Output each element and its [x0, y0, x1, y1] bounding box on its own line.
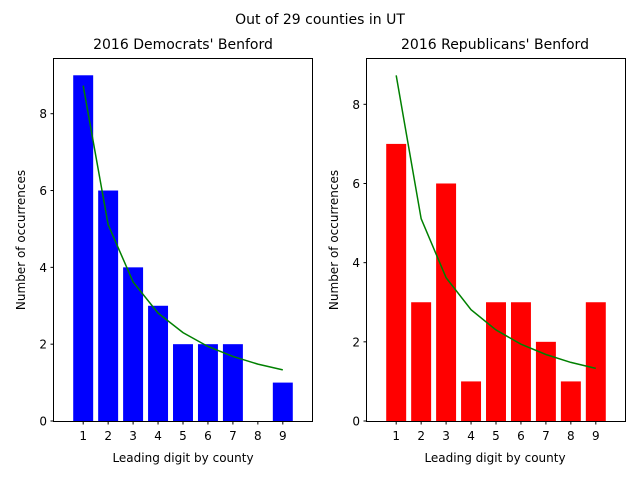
democrats-x-tick-label: 8: [254, 429, 262, 443]
democrats-y-tick-label: 0: [39, 415, 47, 429]
republicans-y-axis-label: Number of occurrences: [327, 170, 341, 310]
democrats-bars: [73, 75, 293, 422]
democrats-bar-5: [173, 344, 193, 421]
democrats-x-tick-label: 2: [104, 429, 112, 443]
republicans-bar-5: [486, 302, 506, 421]
democrats-bar-9: [272, 382, 293, 421]
democrats-bar-6: [197, 344, 218, 421]
republicans-x-tick-label: 6: [517, 429, 525, 443]
republicans-y-tick-label: 8: [352, 98, 360, 112]
democrats-bar-3: [123, 267, 144, 421]
democrats-x-tick-label: 4: [154, 429, 162, 443]
republicans-y-tick-label: 6: [352, 177, 360, 191]
republicans-x-tick-label: 7: [542, 429, 550, 443]
democrats-y-tick-label: 8: [39, 107, 47, 121]
republicans-y-tick-label: 0: [352, 415, 360, 429]
republicans-bar-4: [461, 381, 482, 421]
democrats-x-tick-label: 1: [79, 429, 87, 443]
republicans-axes-frame: [366, 58, 626, 422]
democrats-bar-2: [98, 190, 119, 421]
democrats-x-tick-label: 6: [204, 429, 212, 443]
democrats-y-tick-label: 6: [39, 184, 47, 198]
republicans-bar-8: [560, 381, 581, 421]
democrats-x-tick-label: 7: [229, 429, 237, 443]
republicans-bar-9: [585, 302, 606, 421]
democrats-bar-1: [73, 75, 94, 422]
democrats-x-axis-label: Leading digit by county: [112, 451, 253, 465]
republicans-x-tick-label: 3: [442, 429, 450, 443]
democrats-bar-4: [148, 305, 169, 421]
democrats-y-tick-label: 2: [39, 338, 47, 352]
republicans-bar-3: [436, 183, 457, 421]
republicans-x-tick-label: 2: [417, 429, 425, 443]
republicans-y-ticks: 0 2 4 6 8: [352, 98, 367, 429]
democrats-y-axis-label: Number of occurrences: [14, 170, 28, 310]
democrats-y-ticks: 0 2 4 6 8: [39, 107, 54, 429]
democrats-benford-expected-line: [82, 85, 283, 371]
republicans-bars: [386, 143, 606, 421]
republicans-x-tick-label: 9: [592, 429, 600, 443]
democrats-x-tick-label: 9: [279, 429, 287, 443]
democrats-x-tick-label: 5: [179, 429, 187, 443]
republicans-x-tick-label: 5: [492, 429, 500, 443]
republicans-bar-6: [510, 302, 531, 421]
republicans-bar-2: [411, 302, 432, 421]
republicans-x-tick-label: 8: [567, 429, 575, 443]
democrats-x-ticks: 1 2 3 4 5 6 7 8 9: [79, 421, 287, 443]
republicans-chart: 2016 Republicans' Benford 0 2 4 6 8 1 2 3 4 5 6 7 8…: [327, 37, 626, 465]
republicans-benford-expected-line: [395, 75, 596, 370]
democrats-x-tick-label: 3: [129, 429, 137, 443]
republicans-chart-title: 2016 Republicans' Benford: [401, 37, 589, 53]
republicans-x-tick-label: 4: [467, 429, 475, 443]
republicans-x-ticks: 1 2 3 4 5 6 7 8 9: [392, 421, 600, 443]
democrats-axes-frame: [53, 58, 313, 422]
democrats-benford-line: [82, 85, 283, 371]
democrats-chart-title: 2016 Democrats' Benford: [93, 37, 273, 53]
republicans-x-tick-label: 1: [392, 429, 400, 443]
democrats-bar-7: [222, 344, 243, 421]
republicans-y-tick-label: 2: [352, 335, 360, 349]
republicans-x-axis-label: Leading digit by county: [424, 451, 565, 465]
figure-suptitle: Out of 29 counties in UT: [235, 12, 405, 28]
democrats-y-tick-label: 4: [39, 261, 47, 275]
republicans-benford-line: [395, 75, 596, 370]
republicans-bar-1: [386, 143, 407, 421]
republicans-bar-7: [535, 341, 556, 421]
republicans-y-tick-label: 4: [352, 256, 360, 270]
